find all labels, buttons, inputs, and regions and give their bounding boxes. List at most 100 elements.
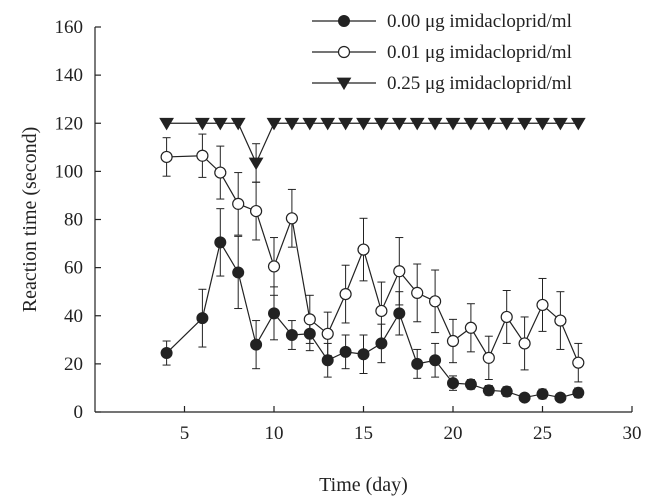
data-point	[445, 117, 461, 131]
series-line	[166, 240, 579, 399]
data-point	[463, 117, 479, 131]
data-point	[357, 348, 370, 361]
y-axis-title: Reaction time (second)	[19, 127, 41, 313]
data-point	[321, 354, 334, 367]
data-point	[518, 391, 531, 404]
data-point	[250, 338, 263, 351]
series-line	[166, 155, 579, 363]
data-point	[356, 117, 371, 131]
legend-item: 0.01 μg imidacloprid/ml	[312, 42, 572, 63]
data-point	[284, 117, 300, 131]
data-point	[554, 314, 567, 327]
data-point	[481, 117, 497, 131]
data-point	[285, 212, 298, 225]
data-point	[232, 266, 245, 279]
x-tick-label: 30	[623, 423, 642, 444]
y-tick-label: 20	[64, 354, 83, 375]
x-axis-title: Time (day)	[319, 474, 408, 496]
series-1	[160, 208, 585, 404]
series-group	[159, 117, 586, 404]
data-point	[536, 387, 549, 400]
y-tick-label: 120	[55, 113, 84, 134]
data-point	[464, 378, 477, 391]
data-point	[267, 260, 281, 273]
data-point	[160, 347, 173, 360]
y-tick-label: 140	[55, 65, 84, 86]
legend-item: 0.00 μg imidacloprid/ml	[312, 11, 572, 32]
series-3	[159, 117, 586, 183]
data-point	[518, 337, 531, 350]
y-tick-label: 40	[64, 306, 83, 327]
y-tick-label: 60	[64, 258, 83, 279]
data-point	[320, 117, 336, 131]
data-point	[375, 304, 388, 318]
data-point	[285, 329, 298, 341]
data-point	[337, 45, 351, 59]
legend-item: 0.25 μg imidacloprid/ml	[312, 73, 572, 94]
legend-label: 0.01 μg imidacloprid/ml	[387, 42, 572, 63]
data-point	[212, 117, 228, 131]
legend-label: 0.00 μg imidacloprid/ml	[387, 11, 572, 32]
data-point	[411, 357, 424, 370]
y-tick-label: 80	[64, 210, 83, 231]
data-point	[303, 313, 316, 326]
data-point	[374, 117, 389, 131]
data-point	[500, 385, 513, 398]
data-point	[572, 386, 585, 399]
data-point	[535, 117, 550, 131]
axes: 0 20 40 60 80 100 120 140 160 5 10 15 20 25 30	[55, 17, 642, 444]
data-point	[572, 356, 585, 369]
data-point	[250, 204, 263, 218]
data-point	[196, 312, 209, 325]
data-point	[464, 321, 477, 334]
legend-label: 0.25 μg imidacloprid/ml	[387, 73, 572, 94]
data-point	[230, 117, 246, 131]
data-point	[570, 117, 586, 131]
data-point	[338, 117, 353, 131]
y-tick-label: 100	[55, 161, 84, 182]
data-point	[500, 310, 513, 324]
y-tick-label: 160	[55, 17, 84, 38]
x-tick-label: 25	[533, 423, 552, 444]
series-2	[160, 133, 585, 383]
data-point	[536, 298, 549, 312]
data-point	[160, 150, 173, 164]
data-point	[302, 117, 318, 131]
data-point	[499, 117, 515, 131]
data-point	[159, 117, 174, 131]
x-tick-label: 5	[180, 423, 190, 444]
data-point	[429, 354, 442, 367]
data-point	[446, 334, 460, 348]
series-line	[166, 122, 579, 165]
data-point	[391, 117, 407, 131]
data-point	[482, 351, 495, 364]
x-tick-label: 10	[265, 423, 284, 444]
data-point	[482, 384, 495, 397]
data-point	[214, 166, 227, 179]
y-tick-label: 0	[74, 402, 84, 423]
data-point	[339, 287, 352, 301]
data-point	[409, 117, 425, 131]
data-point	[339, 345, 352, 358]
data-point	[195, 117, 210, 131]
data-point	[411, 286, 424, 299]
data-point	[393, 307, 406, 320]
data-point	[214, 236, 227, 249]
data-point	[357, 243, 370, 256]
x-tick-label: 20	[444, 423, 463, 444]
data-point	[517, 117, 532, 131]
legend: 0.00 μg imidacloprid/ml 0.01 μg imidaclop…	[312, 11, 572, 94]
data-point	[393, 265, 406, 278]
data-point	[336, 77, 352, 91]
data-point	[553, 117, 568, 131]
data-point	[266, 117, 282, 131]
data-point	[196, 149, 209, 162]
data-point	[429, 295, 442, 308]
data-point	[427, 117, 443, 131]
data-point	[321, 327, 334, 340]
data-point	[554, 391, 567, 404]
x-tick-label: 15	[354, 423, 373, 444]
data-point	[338, 15, 350, 27]
